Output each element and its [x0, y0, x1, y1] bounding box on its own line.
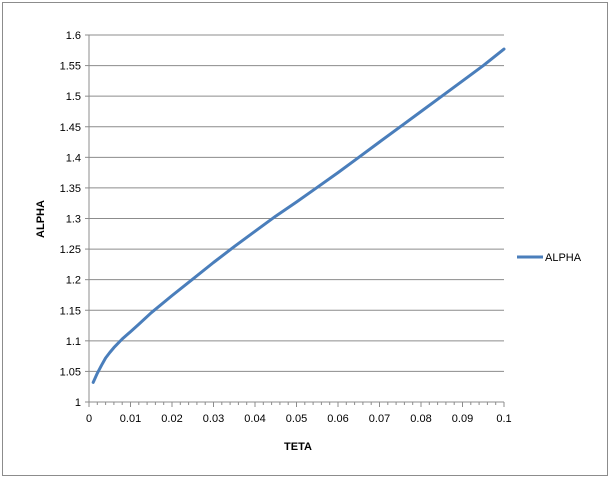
y-tick-label: 1.2 — [66, 275, 81, 287]
x-tick-label: 0.06 — [327, 413, 348, 425]
y-tick-label: 1.3 — [66, 214, 81, 226]
legend-label-alpha: ALPHA — [545, 252, 582, 264]
x-tick-label: 0.01 — [120, 413, 141, 425]
x-axis-title: TETA — [284, 441, 312, 453]
series-lines — [91, 47, 506, 384]
y-tick-label: 1.15 — [60, 305, 81, 317]
y-tick-label: 1 — [75, 397, 81, 409]
gridlines — [89, 34, 504, 372]
y-tick-label: 1.35 — [60, 183, 81, 195]
x-tick-label: 0.02 — [161, 413, 182, 425]
chart-frame: 1 1.05 1.1 1.15 1.2 1.25 1.3 1.35 1.4 1.45 1.5 1.55… — [2, 2, 608, 476]
series-line-alpha — [91, 47, 506, 384]
y-tick-label: 1.6 — [66, 30, 81, 42]
y-tick-label: 1.55 — [60, 61, 81, 73]
y-tick-label: 1.1 — [66, 336, 81, 348]
x-tick-labels: 0 0.01 0.02 0.03 0.04 0.05 0.06 0.07 0.08 0.09 0.1 — [86, 413, 512, 425]
y-tick-labels: 1 1.05 1.1 1.15 1.2 1.25 1.3 1.35 1.4 1.45 1.5 1.55… — [60, 30, 81, 409]
x-tick-label: 0.04 — [244, 413, 265, 425]
axes — [85, 34, 505, 407]
x-tick-label: 0.08 — [410, 413, 431, 425]
x-tick-label: 0.09 — [452, 413, 473, 425]
y-tick-label: 1.05 — [60, 366, 81, 378]
legend: ALPHA — [517, 252, 582, 264]
y-tick-label: 1.5 — [66, 91, 81, 103]
x-tick-label: 0.07 — [369, 413, 390, 425]
y-axis-title: ALPHA — [35, 200, 47, 238]
line-chart: 1 1.05 1.1 1.15 1.2 1.25 1.3 1.35 1.4 1.45 1.5 1.55… — [35, 30, 582, 453]
y-tick-label: 1.45 — [60, 122, 81, 134]
x-tick-label: 0.05 — [286, 413, 307, 425]
x-tick-label: 0.03 — [203, 413, 224, 425]
x-tick-label: 0.1 — [496, 413, 511, 425]
y-tick-label: 1.25 — [60, 244, 81, 256]
x-tick-label: 0 — [86, 413, 92, 425]
y-tick-label: 1.4 — [66, 152, 81, 164]
